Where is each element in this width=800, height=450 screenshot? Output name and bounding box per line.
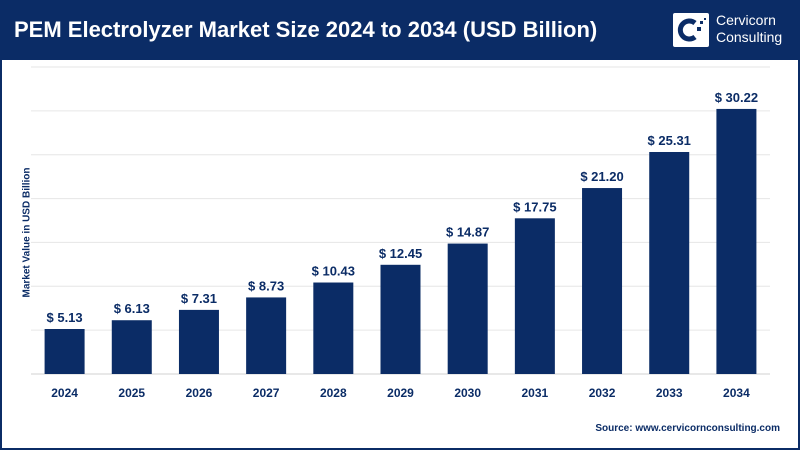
x-tick-label-2029: 2029 — [387, 386, 414, 400]
bar-2030 — [447, 243, 488, 374]
bar-2027 — [246, 297, 287, 374]
data-label-2034: $ 30.22 — [715, 90, 758, 105]
logo-line-1: Cervicorn — [716, 12, 776, 28]
data-label-2030: $ 14.87 — [446, 225, 489, 240]
x-tick-label-2028: 2028 — [320, 386, 347, 400]
bar-2026 — [178, 309, 219, 374]
data-label-2027: $ 8.73 — [248, 278, 284, 293]
chart-title: PEM Electrolyzer Market Size 2024 to 203… — [14, 17, 598, 42]
data-label-2024: $ 5.13 — [47, 310, 83, 325]
x-tick-label-2024: 2024 — [51, 386, 78, 400]
logo-line-2: Consulting — [716, 29, 783, 45]
data-label-2026: $ 7.31 — [181, 291, 217, 306]
cervicorn-logo-icon — [673, 13, 709, 47]
bar-2025 — [111, 320, 152, 374]
x-tick-label-2026: 2026 — [186, 386, 213, 400]
bar-2033 — [649, 151, 690, 374]
x-tick-label-2027: 2027 — [253, 386, 280, 400]
x-tick-label-2033: 2033 — [656, 386, 683, 400]
data-label-2033: $ 25.31 — [648, 133, 691, 148]
logo-text: Cervicorn Consulting — [716, 12, 782, 46]
x-tick-label-2025: 2025 — [118, 386, 145, 400]
data-label-2031: $ 17.75 — [513, 199, 556, 214]
bar-2032 — [582, 188, 623, 374]
data-label-2025: $ 6.13 — [114, 301, 150, 316]
bar-2024 — [44, 329, 85, 374]
x-tick-label-2034: 2034 — [723, 386, 750, 400]
data-label-2028: $ 10.43 — [312, 264, 355, 279]
x-tick-label-2032: 2032 — [589, 386, 616, 400]
header-banner: PEM Electrolyzer Market Size 2024 to 203… — [0, 0, 800, 60]
data-label-2029: $ 12.45 — [379, 246, 422, 261]
source-text: Source: www.cervicornconsulting.com — [595, 423, 780, 434]
bar-2028 — [313, 282, 354, 374]
x-tick-label-2031: 2031 — [522, 386, 549, 400]
bar-2029 — [380, 264, 421, 374]
bar-2031 — [514, 218, 555, 374]
x-tick-label-2030: 2030 — [454, 386, 481, 400]
data-label-2032: $ 21.20 — [580, 169, 623, 184]
bar-2034 — [716, 108, 757, 374]
